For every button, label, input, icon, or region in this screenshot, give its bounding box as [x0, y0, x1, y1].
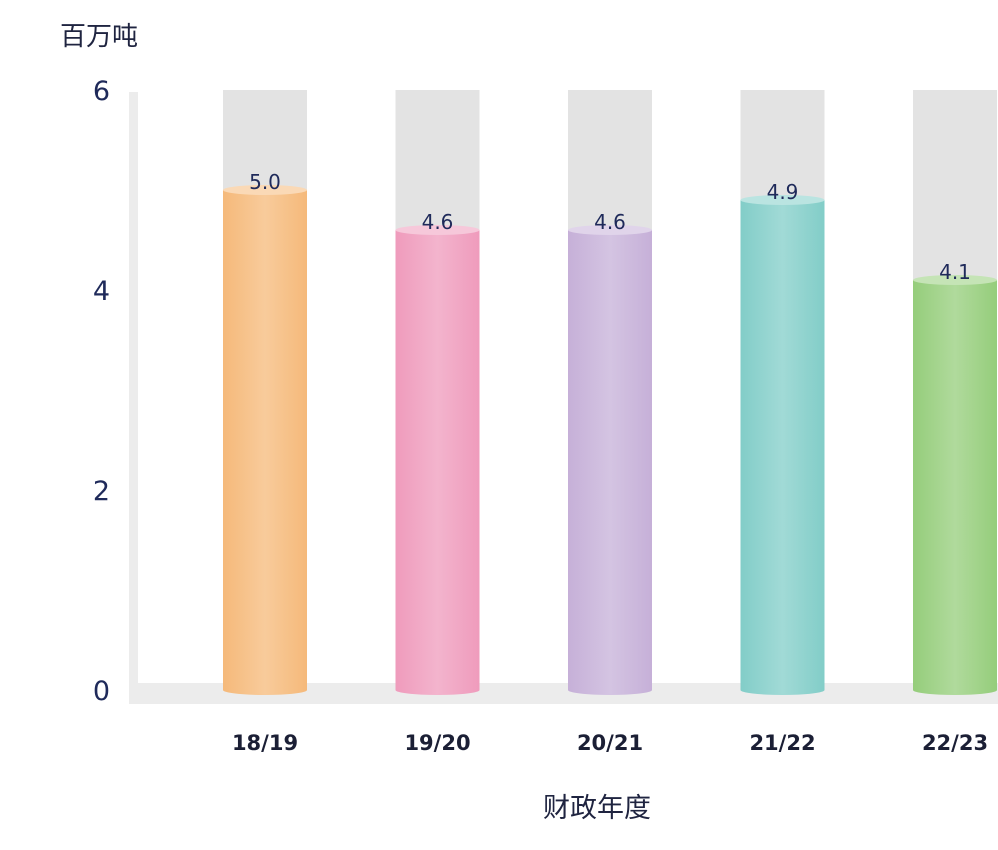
y-axis-ticks: 0 2 4 6 — [93, 76, 110, 707]
bar-bottom-cap-3 — [568, 685, 652, 695]
y-tick-label: 6 — [93, 76, 110, 107]
x-axis-title: 财政年度 — [543, 793, 651, 824]
x-tick-label: 19/20 — [404, 731, 470, 755]
bar-2 — [395, 230, 480, 690]
bar-top-cap-2 — [395, 225, 480, 235]
y-axis-unit-label: 百万吨 — [60, 22, 138, 52]
data-label: 4.6 — [422, 210, 454, 234]
x-tick-label: 18/19 — [232, 731, 298, 755]
data-label: 4.9 — [767, 180, 799, 204]
bar-1 — [223, 190, 307, 690]
y-tick-label: 4 — [93, 276, 110, 307]
y-tick-label: 2 — [93, 476, 110, 507]
y-tick-label: 0 — [93, 676, 110, 707]
bar-5 — [913, 280, 997, 690]
bar-3 — [568, 230, 652, 690]
bar-bottom-cap-1 — [223, 685, 307, 695]
data-label: 5.0 — [249, 170, 281, 194]
bars-group: 5.0 4.6 4.6 4.9 4.1 — [223, 90, 997, 695]
bar-bottom-cap-2 — [395, 685, 480, 695]
data-label: 4.1 — [939, 260, 971, 284]
x-tick-label: 20/21 — [577, 731, 643, 755]
data-label: 4.6 — [594, 210, 626, 234]
bar-bottom-cap-5 — [913, 685, 997, 695]
x-tick-label: 22/23 — [922, 731, 988, 755]
x-tick-label: 21/22 — [749, 731, 815, 755]
bar-4 — [740, 200, 825, 690]
bar-top-cap-1 — [223, 185, 307, 195]
bar-top-cap-4 — [740, 195, 825, 205]
x-axis-ticks: 18/19 19/20 20/21 21/22 22/23 — [232, 731, 988, 755]
bar-top-cap-3 — [568, 225, 652, 235]
y-axis-line — [129, 92, 138, 704]
bar-top-cap-5 — [913, 275, 997, 285]
bar-bottom-cap-4 — [740, 685, 825, 695]
